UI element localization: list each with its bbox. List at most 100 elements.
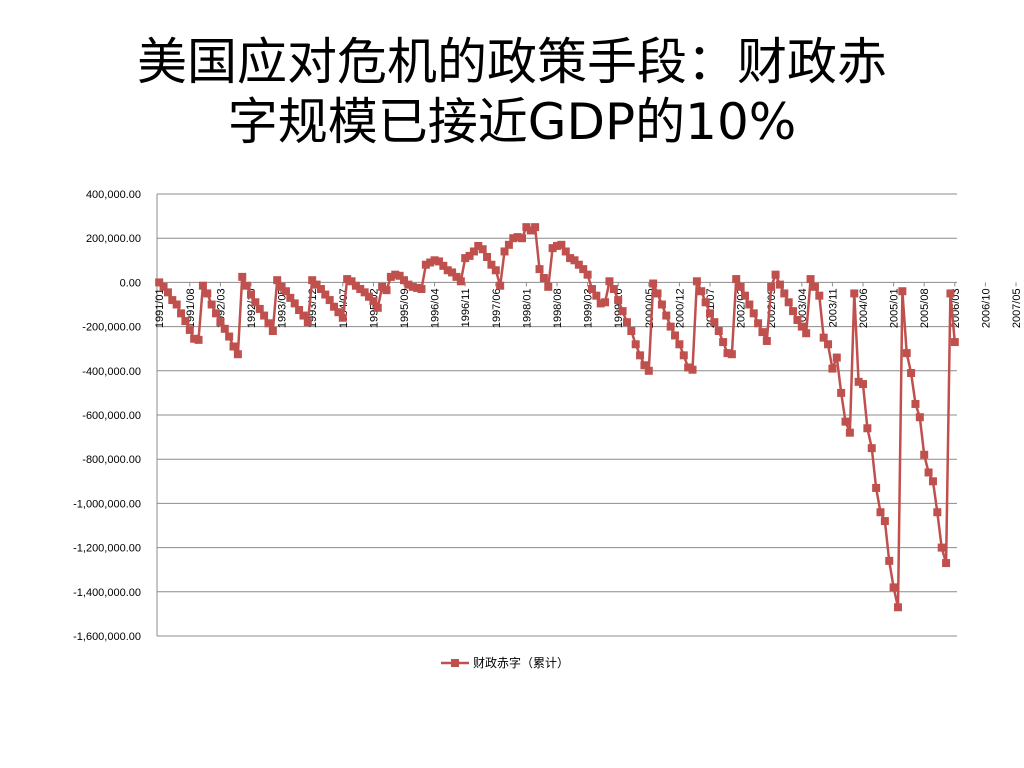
data-point-marker — [351, 281, 360, 290]
data-point-marker — [911, 399, 920, 408]
x-tick-label: 1996/04 — [430, 288, 442, 328]
data-point-marker — [907, 369, 916, 378]
data-point-marker — [898, 287, 907, 296]
data-point-marker — [535, 265, 544, 274]
data-point-marker — [692, 277, 701, 286]
data-point-marker — [212, 309, 221, 318]
y-tick-label: -1,600,000.00 — [73, 631, 141, 643]
data-point-marker — [474, 241, 483, 250]
x-tick-label: 2005/08 — [919, 288, 931, 328]
data-point-marker — [876, 508, 885, 517]
data-point-marker — [824, 340, 833, 349]
legend-marker — [451, 659, 459, 667]
data-point-marker — [889, 583, 898, 592]
data-point-marker — [163, 288, 172, 297]
data-point-marker — [369, 297, 378, 306]
data-point-marker — [780, 289, 789, 298]
data-point-marker — [395, 271, 404, 280]
data-point-marker — [679, 351, 688, 360]
data-point-marker — [644, 366, 653, 375]
y-tick-label: -800,000.00 — [82, 454, 141, 466]
data-point-marker — [601, 298, 610, 307]
data-point-marker — [937, 543, 946, 552]
data-point-marker — [330, 302, 339, 311]
data-point-marker — [465, 251, 474, 260]
data-point-marker — [793, 315, 802, 324]
data-point-marker — [386, 272, 395, 281]
data-point-marker — [548, 244, 557, 253]
data-point-marker — [509, 234, 518, 243]
data-point-marker — [640, 361, 649, 370]
data-point-marker — [710, 318, 719, 327]
data-point-marker — [539, 273, 548, 282]
x-tick-label: 2003/11 — [827, 288, 839, 327]
data-point-marker — [697, 287, 706, 296]
data-point-marker — [609, 285, 618, 294]
data-point-marker — [421, 260, 430, 269]
data-point-marker — [172, 300, 181, 309]
y-tick-label: -200,000.00 — [82, 322, 141, 334]
data-point-marker — [177, 309, 186, 318]
data-point-marker — [736, 282, 745, 291]
data-point-marker — [762, 336, 771, 345]
data-point-marker — [933, 508, 942, 517]
data-point-marker — [544, 282, 553, 291]
data-point-marker — [701, 298, 710, 307]
data-point-marker — [557, 240, 566, 249]
data-point-marker — [749, 309, 758, 318]
y-tick-label: -1,200,000.00 — [73, 543, 141, 555]
y-tick-label: -400,000.00 — [82, 366, 141, 378]
data-point-marker — [771, 270, 780, 279]
data-point-marker — [596, 299, 605, 308]
x-tick-label: 1995/09 — [399, 288, 411, 328]
x-tick-label: 2005/01 — [889, 288, 901, 328]
data-point-marker — [299, 311, 308, 320]
data-point-marker — [430, 256, 439, 265]
data-point-marker — [273, 276, 282, 285]
data-point-marker — [863, 424, 872, 433]
slide-title: 美国应对危机的政策手段：财政赤 字规模已接近GDP的10% — [40, 32, 984, 152]
data-point-marker — [281, 287, 290, 296]
data-point-marker — [706, 309, 715, 318]
data-point-marker — [220, 324, 229, 333]
data-point-marker — [356, 285, 365, 294]
data-point-marker — [325, 296, 334, 305]
data-point-marker — [198, 281, 207, 290]
data-point-marker — [504, 240, 513, 249]
data-point-marker — [264, 319, 273, 328]
x-tick-label: 2000/12 — [674, 288, 686, 328]
data-point-marker — [688, 365, 697, 374]
data-point-marker — [246, 290, 255, 299]
data-point-marker — [443, 266, 452, 275]
data-point-marker — [806, 275, 815, 284]
x-tick-label: 1991/01 — [154, 288, 166, 328]
x-tick-label: 1998/08 — [552, 288, 564, 328]
data-point-marker — [924, 468, 933, 477]
data-point-marker — [461, 254, 470, 263]
data-point-marker — [518, 234, 527, 243]
y-tick-label: 200,000.00 — [86, 233, 141, 245]
data-point-marker — [579, 265, 588, 274]
data-point-marker — [207, 300, 216, 309]
data-point-marker — [487, 260, 496, 269]
y-tick-label: -1,000,000.00 — [73, 498, 141, 510]
data-point-marker — [614, 296, 623, 305]
data-point-marker — [260, 311, 269, 320]
data-point-marker — [491, 266, 500, 275]
data-point-marker — [268, 327, 277, 336]
data-point-marker — [513, 233, 522, 242]
data-point-marker — [347, 277, 356, 286]
data-point-marker — [789, 307, 798, 316]
data-point-marker — [880, 517, 889, 526]
data-point-marker — [399, 276, 408, 285]
data-point-marker — [684, 363, 693, 372]
slide-title-line-1: 美国应对危机的政策手段：财政赤 — [137, 33, 887, 91]
data-point-marker — [308, 276, 317, 285]
data-point-marker — [636, 351, 645, 360]
data-point-marker — [622, 318, 631, 327]
data-point-marker — [802, 329, 811, 338]
x-tick-label: 2004/06 — [858, 288, 870, 328]
data-point-marker — [452, 272, 461, 281]
data-point-marker — [723, 349, 732, 358]
data-point-marker — [719, 338, 728, 347]
